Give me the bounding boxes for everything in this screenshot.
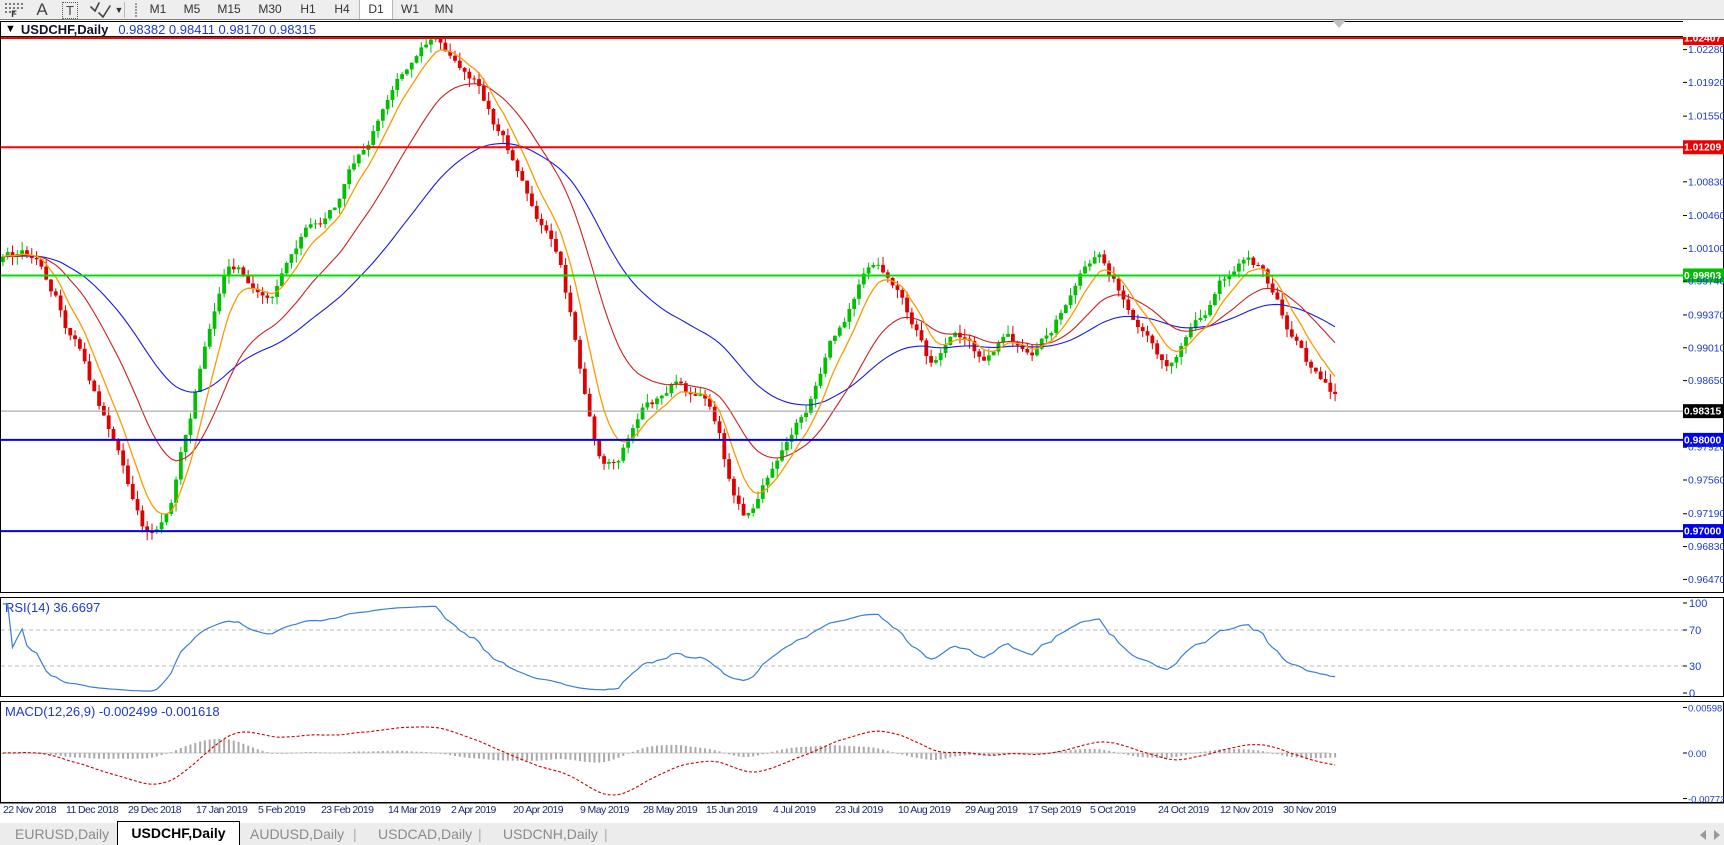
svg-text:1.02407: 1.02407 [1684, 37, 1721, 45]
svg-text:1.00100: 1.00100 [1688, 244, 1724, 255]
svg-text:0.99370: 0.99370 [1688, 310, 1724, 321]
svg-text:0.97560: 0.97560 [1688, 476, 1724, 487]
svg-text:0.97920: 0.97920 [1688, 443, 1724, 454]
svg-text:0.97190: 0.97190 [1688, 509, 1724, 520]
svg-text:F: F [11, 9, 17, 18]
svg-text:1.00460: 1.00460 [1688, 211, 1724, 222]
svg-text:0: 0 [1689, 688, 1695, 698]
svg-text:30: 30 [1689, 661, 1701, 673]
svg-text:0.99740: 0.99740 [1688, 277, 1724, 288]
svg-text:1.02280: 1.02280 [1688, 45, 1724, 56]
svg-text:1.01209: 1.01209 [1684, 143, 1721, 154]
svg-text:0.99010: 0.99010 [1688, 343, 1724, 354]
svg-text:1.01920: 1.01920 [1688, 78, 1724, 89]
svg-text:0.00598: 0.00598 [1688, 703, 1722, 714]
svg-text:0.97000: 0.97000 [1684, 527, 1721, 538]
svg-text:1.00830: 1.00830 [1688, 177, 1724, 188]
svg-text:70: 70 [1689, 625, 1701, 637]
svg-text:100: 100 [1689, 598, 1707, 610]
svg-text:0.98315: 0.98315 [1684, 407, 1721, 418]
svg-text:1.01550: 1.01550 [1688, 112, 1724, 123]
svg-text:0.98650: 0.98650 [1688, 376, 1724, 387]
svg-text:0.00: 0.00 [1688, 749, 1707, 760]
svg-text:0.96830: 0.96830 [1688, 542, 1724, 553]
svg-text:0.96470: 0.96470 [1688, 575, 1724, 586]
